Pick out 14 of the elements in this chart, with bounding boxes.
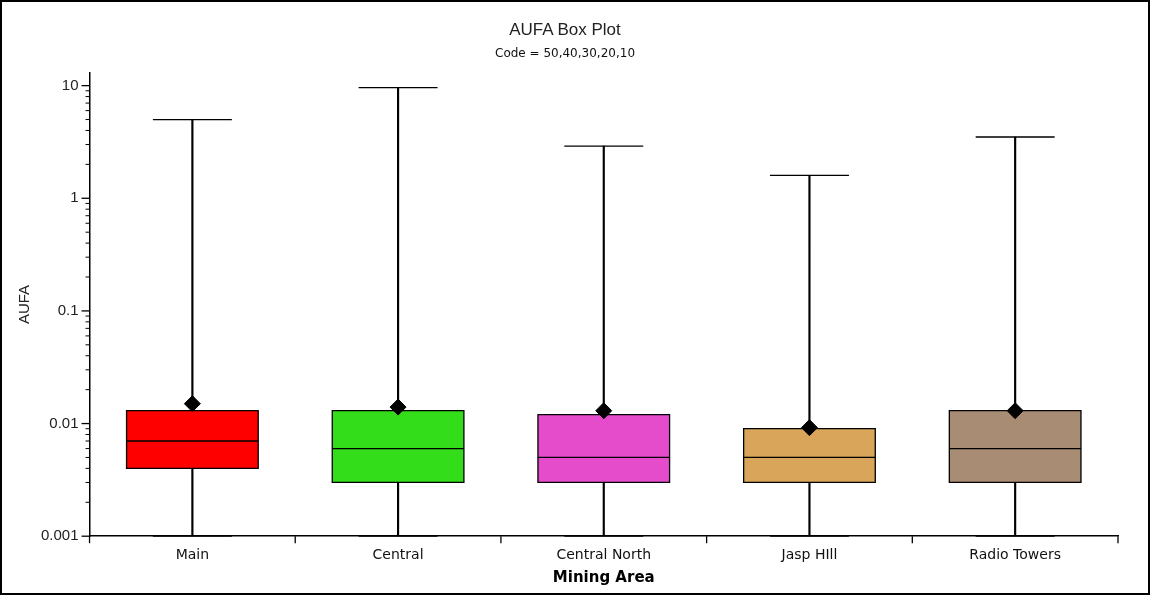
x-tick-label: Jasp HIll xyxy=(780,546,838,563)
y-tick-label: 10 xyxy=(61,75,79,93)
y-tick-label: 1 xyxy=(70,188,79,206)
x-tick-label: Radio Towers xyxy=(969,546,1061,563)
y-tick-label: 0.01 xyxy=(49,413,79,431)
y-axis-title: AUFA xyxy=(15,284,33,325)
x-tick-label: Central North xyxy=(556,546,652,563)
y-tick-label: 0.001 xyxy=(40,526,79,544)
x-tick-label: Main xyxy=(175,546,210,563)
chart-subtitle: Code = 50,40,30,20,10 xyxy=(494,45,636,60)
y-tick-label: 0.1 xyxy=(57,301,79,319)
chart-title: AUFA Box Plot xyxy=(509,19,622,39)
x-axis-title: Mining Area xyxy=(552,567,655,586)
x-tick-label: Central xyxy=(372,546,424,563)
